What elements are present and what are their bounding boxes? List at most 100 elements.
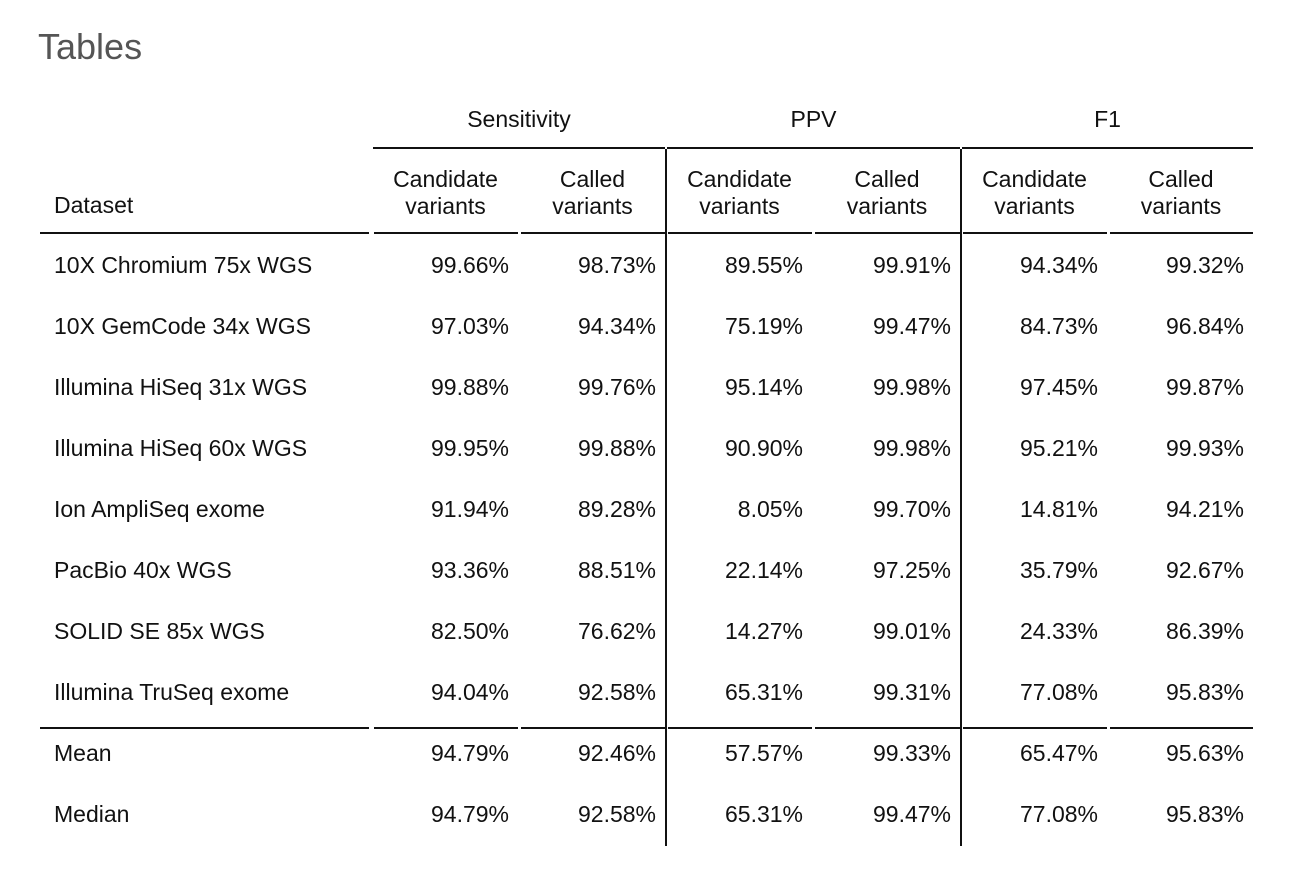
table-cell: 94.79% — [430, 740, 509, 766]
table-cell: 94.21% — [1165, 496, 1244, 522]
table-cell: 94.04% — [430, 679, 509, 705]
table-cell: 89.28% — [577, 496, 656, 522]
table-cell: 99.31% — [872, 679, 951, 705]
table-cell: 99.70% — [872, 496, 951, 522]
subheader-line: variants — [552, 193, 633, 219]
summary-row-label: Mean — [54, 740, 112, 766]
subheader-4: Candidate variants — [961, 166, 1108, 220]
table-cell: 99.93% — [1165, 435, 1244, 461]
table-cell: 88.51% — [577, 557, 656, 583]
table-cell: 76.62% — [577, 618, 656, 644]
table-cell: 97.45% — [1019, 374, 1098, 400]
summary-rule — [668, 727, 812, 729]
header-rule — [374, 232, 518, 234]
subheader-line: Called — [854, 166, 920, 192]
table-cell: 92.67% — [1165, 557, 1244, 583]
table-cell: 14.81% — [1019, 496, 1098, 522]
summary-rule — [1110, 727, 1253, 729]
table-cell: 96.84% — [1165, 313, 1244, 339]
subheader-line: variants — [846, 193, 928, 219]
table-row-label: Illumina TruSeq exome — [54, 679, 290, 705]
table-cell: 94.34% — [577, 313, 656, 339]
table-cell: 65.31% — [724, 679, 803, 705]
group-underline — [373, 147, 665, 149]
table-cell: 8.05% — [737, 496, 803, 522]
summary-rule — [374, 727, 518, 729]
summary-rule — [40, 727, 369, 729]
table-row-label: 10X GemCode 34x WGS — [54, 313, 311, 339]
header-rule — [40, 232, 369, 234]
table-cell: 99.76% — [577, 374, 656, 400]
table-cell: 95.21% — [1019, 435, 1098, 461]
table-cell: 84.73% — [1019, 313, 1098, 339]
table-cell: 99.01% — [872, 618, 951, 644]
table-cell: 99.91% — [872, 252, 951, 278]
table-cell: 97.03% — [430, 313, 509, 339]
summary-row-label: Median — [54, 801, 130, 827]
table-cell: 99.88% — [430, 374, 509, 400]
table-row-label: PacBio 40x WGS — [54, 557, 232, 583]
table-cell: 95.63% — [1165, 740, 1244, 766]
table-cell: 89.55% — [724, 252, 803, 278]
table-cell: 94.34% — [1019, 252, 1098, 278]
table-cell: 77.08% — [1019, 801, 1098, 827]
table-cell: 98.73% — [577, 252, 656, 278]
table-cell: 92.46% — [577, 740, 656, 766]
table-cell: 99.88% — [577, 435, 656, 461]
subheader-0: Candidate variants — [372, 166, 519, 220]
table-cell: 90.90% — [724, 435, 803, 461]
table-cell: 99.98% — [872, 435, 951, 461]
group-header-sensitivity: Sensitivity — [467, 106, 571, 132]
header-rule — [815, 232, 960, 234]
group-underline — [667, 147, 960, 149]
table-row-label: SOLID SE 85x WGS — [54, 618, 265, 644]
subheader-line: Called — [559, 166, 626, 192]
group-divider — [960, 149, 962, 846]
subheader-line: variants — [994, 193, 1075, 219]
table-cell: 22.14% — [724, 557, 803, 583]
table-cell: 94.79% — [430, 801, 509, 827]
group-header-f1: F1 — [1094, 106, 1121, 132]
subheader-line: Candidate — [393, 166, 498, 192]
table-cell: 99.66% — [430, 252, 509, 278]
table-cell: 95.83% — [1165, 679, 1244, 705]
table-cell: 99.95% — [430, 435, 509, 461]
group-divider — [665, 149, 667, 846]
table-cell: 95.83% — [1165, 801, 1244, 827]
subheader-line: variants — [405, 193, 486, 219]
table-row-label: Illumina HiSeq 60x WGS — [54, 435, 308, 461]
table-cell: 14.27% — [724, 618, 803, 644]
subheader-line: variants — [699, 193, 780, 219]
table-cell: 95.14% — [724, 374, 803, 400]
subheader-5: Called variants — [1108, 166, 1254, 220]
table-cell: 93.36% — [430, 557, 509, 583]
summary-rule — [521, 727, 665, 729]
subheader-1: Called variants — [519, 166, 666, 220]
table-cell: 99.87% — [1165, 374, 1244, 400]
table-cell: 99.98% — [872, 374, 951, 400]
group-header-ppv: PPV — [790, 106, 837, 132]
table-cell: 99.32% — [1165, 252, 1244, 278]
page-title: Tables — [38, 26, 143, 67]
table-row-label: 10X Chromium 75x WGS — [54, 252, 313, 278]
header-rule — [521, 232, 665, 234]
table-cell: 92.58% — [577, 679, 656, 705]
header-rule — [668, 232, 812, 234]
subheader-line: Called — [1148, 166, 1214, 192]
group-underline — [962, 147, 1253, 149]
summary-rule — [963, 727, 1107, 729]
table-cell: 99.33% — [872, 740, 951, 766]
header-rule — [963, 232, 1107, 234]
table-cell: 35.79% — [1019, 557, 1098, 583]
table-cell: 65.47% — [1019, 740, 1098, 766]
table-row-label: Illumina HiSeq 31x WGS — [54, 374, 308, 400]
table-cell: 75.19% — [724, 313, 803, 339]
table-cell: 97.25% — [872, 557, 951, 583]
table-cell: 92.58% — [577, 801, 656, 827]
header-rule — [1110, 232, 1253, 234]
table-cell: 24.33% — [1019, 618, 1098, 644]
subheader-line: Candidate — [687, 166, 792, 192]
table-cell: 77.08% — [1019, 679, 1098, 705]
dataset-header: Dataset — [54, 192, 134, 218]
table-cell: 57.57% — [724, 740, 803, 766]
